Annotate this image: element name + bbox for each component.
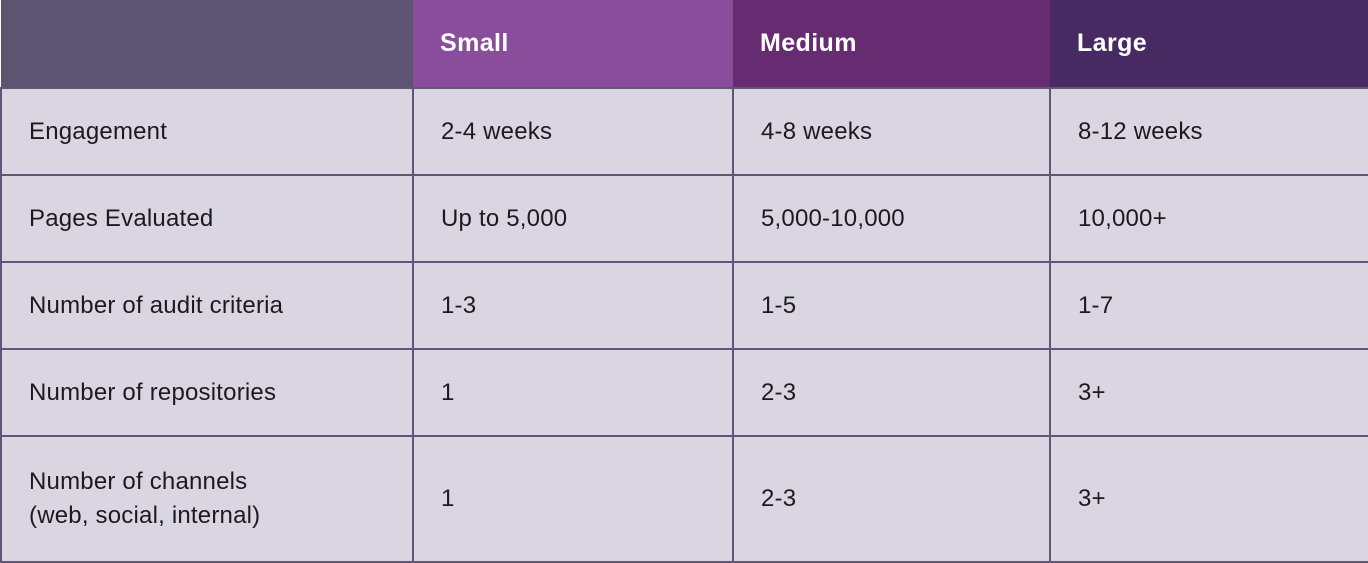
cell-repositories-medium: 2-3: [732, 348, 1051, 437]
cell-criteria-medium: 1-5: [732, 261, 1051, 350]
cell-engagement-medium: 4-8 weeks: [732, 87, 1051, 176]
cell-pages-medium: 5,000-10,000: [732, 174, 1051, 263]
cell-channels-medium: 2-3: [732, 435, 1051, 563]
cell-repositories-large: 3+: [1049, 348, 1368, 437]
column-header-blank: [1, 0, 413, 88]
column-header-large: Large: [1050, 0, 1368, 88]
row-label-pages-evaluated: Pages Evaluated: [0, 174, 414, 263]
cell-engagement-large: 8-12 weeks: [1049, 87, 1368, 176]
table-row-repositories: Number of repositories 1 2-3 3+: [0, 348, 1368, 437]
cell-channels-small: 1: [412, 435, 734, 563]
row-label-channels: Number of channels (web, social, interna…: [0, 435, 414, 563]
cell-pages-large: 10,000+: [1049, 174, 1368, 263]
table-row-engagement: Engagement 2-4 weeks 4-8 weeks 8-12 week…: [0, 87, 1368, 176]
table-row-audit-criteria: Number of audit criteria 1-3 1-5 1-7: [0, 261, 1368, 350]
row-label-audit-criteria: Number of audit criteria: [0, 261, 414, 350]
table-row-channels: Number of channels (web, social, interna…: [0, 435, 1368, 563]
column-header-medium: Medium: [733, 0, 1050, 88]
cell-criteria-large: 1-7: [1049, 261, 1368, 350]
cell-pages-small: Up to 5,000: [412, 174, 734, 263]
row-label-repositories: Number of repositories: [0, 348, 414, 437]
table-row-pages-evaluated: Pages Evaluated Up to 5,000 5,000-10,000…: [0, 174, 1368, 263]
column-header-small: Small: [413, 0, 733, 88]
cell-criteria-small: 1-3: [412, 261, 734, 350]
cell-repositories-small: 1: [412, 348, 734, 437]
cell-engagement-small: 2-4 weeks: [412, 87, 734, 176]
row-label-engagement: Engagement: [0, 87, 414, 176]
cell-channels-large: 3+: [1049, 435, 1368, 563]
table-header-row: Small Medium Large: [1, 0, 1368, 88]
